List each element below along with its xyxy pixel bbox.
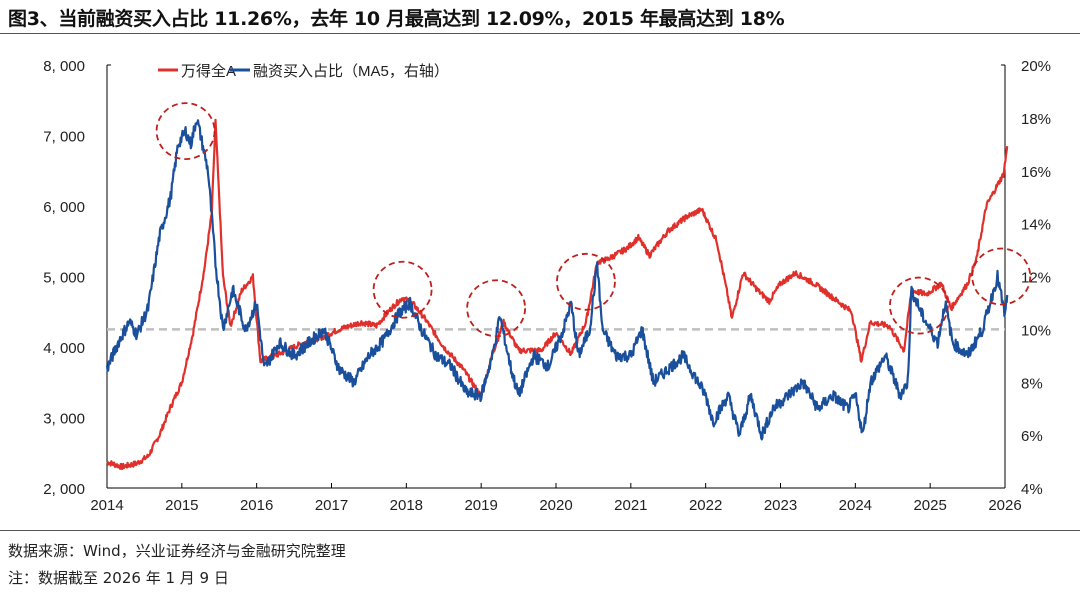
x-tick-label: 2020 — [539, 497, 572, 514]
legend-label-wind-all-a: 万得全A — [181, 62, 236, 80]
right-tick-label: 12% — [1021, 270, 1051, 287]
x-tick-label: 2014 — [90, 497, 123, 514]
right-tick-label: 20% — [1021, 58, 1051, 75]
left-tick-label: 4, 000 — [43, 340, 85, 357]
highlight-circle — [155, 102, 216, 160]
x-tick-label: 2025 — [913, 497, 946, 514]
right-tick-label: 8% — [1021, 375, 1043, 392]
left-tick-label: 6, 000 — [43, 199, 85, 216]
series-line-margin-buy-ratio — [105, 119, 1009, 441]
highlight-circle — [466, 279, 527, 338]
x-tick-label: 2024 — [839, 497, 872, 514]
x-tick-label: 2023 — [764, 497, 797, 514]
x-tick-label: 2021 — [614, 497, 647, 514]
left-tick-label: 2, 000 — [43, 481, 85, 498]
x-tick-label: 2016 — [240, 497, 273, 514]
highlight-circle — [889, 276, 949, 335]
x-tick-label: 2019 — [464, 497, 497, 514]
source-note: 数据来源：Wind，兴业证券经济与金融研究院整理 — [8, 542, 346, 560]
highlight-circle — [556, 252, 616, 311]
footer-divider — [0, 530, 1080, 531]
x-tick-label: 2017 — [315, 497, 348, 514]
legend-label-margin-buy-ratio: 融资买入占比（MA5，右轴） — [253, 63, 449, 80]
highlight-circle — [372, 260, 433, 319]
right-tick-label: 10% — [1021, 322, 1051, 339]
highlight-circle — [971, 247, 1032, 306]
title-divider — [0, 33, 1080, 34]
x-tick-label: 2026 — [988, 497, 1021, 514]
x-tick-label: 2018 — [390, 497, 423, 514]
left-tick-label: 3, 000 — [43, 411, 85, 428]
right-tick-label: 16% — [1021, 164, 1051, 181]
left-tick-label: 7, 000 — [43, 129, 85, 146]
right-tick-label: 4% — [1021, 481, 1043, 498]
left-tick-label: 5, 000 — [43, 270, 85, 287]
series-line-wind-all-a — [106, 118, 1009, 471]
right-tick-label: 18% — [1021, 111, 1051, 128]
right-tick-label: 14% — [1021, 217, 1051, 234]
right-tick-label: 6% — [1021, 428, 1043, 445]
figure-title: 图3、当前融资买入占比 11.26%，去年 10 月最高达到 12.09%，20… — [8, 8, 785, 30]
x-tick-label: 2022 — [689, 497, 722, 514]
x-tick-label: 2015 — [165, 497, 198, 514]
left-tick-label: 8, 000 — [43, 58, 85, 75]
date-note: 注：数据截至 2026 年 1 月 9 日 — [8, 569, 229, 587]
